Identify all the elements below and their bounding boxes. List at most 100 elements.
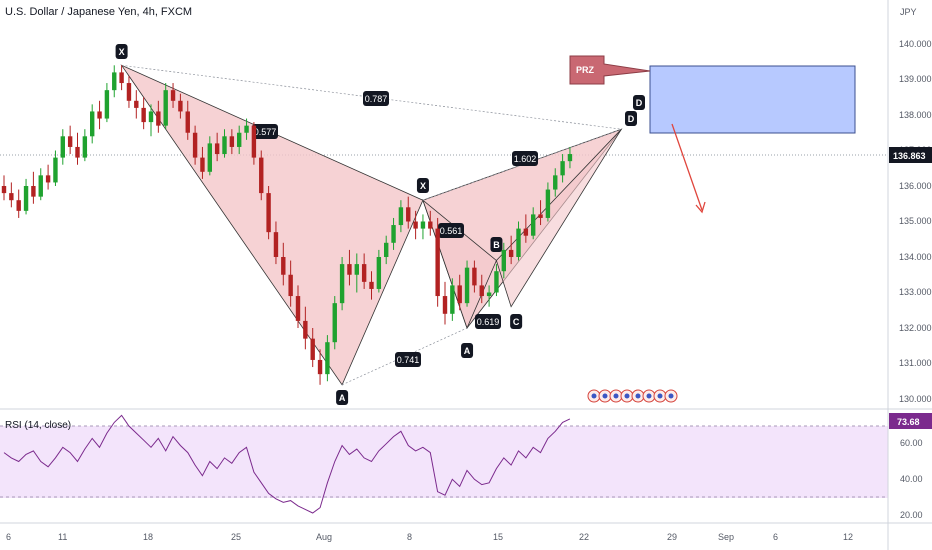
- candle-body: [67, 136, 73, 147]
- ratio-label-bg: [512, 151, 538, 166]
- date-tick: Sep: [718, 532, 734, 542]
- candle-body: [332, 303, 337, 343]
- event-icons[interactable]: [587, 389, 678, 403]
- candle-body: [450, 285, 455, 314]
- candle-body: [457, 285, 462, 304]
- point-a-label-bg: [336, 390, 349, 405]
- ratio-label-bg: [475, 314, 501, 329]
- point-x-label-bg: [115, 44, 128, 59]
- point-x-label: X: [119, 47, 125, 57]
- point-d-label-bg: [625, 111, 637, 126]
- date-tick: 8: [407, 532, 412, 542]
- date-tick: 15: [493, 532, 503, 542]
- candle-body: [126, 83, 132, 101]
- candle-body: [538, 214, 543, 218]
- candle-body: [281, 257, 286, 275]
- candle-body: [104, 90, 110, 119]
- rsi-line: [3, 414, 571, 514]
- candle-body: [310, 338, 315, 360]
- price-tick: 134.000: [899, 252, 932, 262]
- ratio-label-bg: [252, 124, 278, 139]
- candle-body: [148, 111, 154, 123]
- candle-body: [567, 154, 573, 162]
- candle-body: [1, 186, 7, 194]
- point2-b-label-bg: [490, 237, 503, 252]
- candle-body: [369, 281, 374, 289]
- point2-b-label: B: [493, 240, 500, 250]
- point2-d-label: D: [636, 98, 643, 108]
- candle-body: [178, 100, 183, 112]
- rsi-value: 73.68: [897, 417, 920, 427]
- candle-body: [486, 292, 492, 297]
- candle-body: [60, 136, 65, 158]
- point-d-label: D: [628, 114, 635, 124]
- candle-body: [185, 111, 190, 133]
- candle-body: [295, 296, 301, 321]
- price-axis[interactable]: 140.000 139.000 138.000 137.000 136.000 …: [899, 39, 932, 404]
- ratio-label: 0.619: [477, 317, 500, 327]
- candle-body: [119, 72, 124, 84]
- price-tick: 140.000: [899, 39, 932, 49]
- ratio-label: 0.561: [440, 226, 463, 236]
- candle-body: [523, 228, 529, 236]
- point2-d-label-bg: [633, 95, 645, 110]
- candles[interactable]: [1, 65, 573, 385]
- candle-body: [531, 214, 536, 236]
- candle-body: [501, 249, 506, 272]
- candle-body: [38, 175, 43, 197]
- candle-body: [391, 225, 396, 243]
- event-dot-icon: [635, 393, 641, 399]
- point-b-label-bg: [416, 178, 429, 193]
- point2-c-label-bg: [510, 314, 523, 329]
- event-dot-icon: [646, 393, 652, 399]
- date-tick: 11: [58, 532, 67, 542]
- point-b-label: X: [420, 181, 426, 191]
- price-tick: 139.000: [899, 74, 932, 84]
- prz-box[interactable]: [649, 65, 856, 134]
- candle-body: [339, 264, 345, 304]
- currency-label: JPY: [900, 7, 917, 17]
- event-dot-icon: [624, 393, 630, 399]
- prz-callout[interactable]: [569, 55, 651, 85]
- price-tick: 132.000: [899, 323, 932, 333]
- candle-body: [472, 267, 477, 286]
- candle-body: [442, 296, 448, 314]
- event-dot-icon: [657, 393, 663, 399]
- candle-body: [508, 249, 514, 257]
- point2-a-label-bg: [461, 343, 474, 358]
- candle-body: [406, 207, 411, 222]
- candle-body: [288, 274, 293, 297]
- candle-body: [200, 157, 205, 172]
- price-tick: 138.000: [899, 110, 932, 120]
- candle-body: [192, 132, 198, 158]
- date-tick: 6: [6, 532, 11, 542]
- candle-body: [222, 136, 227, 155]
- candle-body: [384, 242, 389, 257]
- price-tick: 133.000: [899, 287, 932, 297]
- candle-body: [428, 221, 433, 229]
- candle-body: [413, 221, 418, 229]
- date-tick: 18: [143, 532, 153, 542]
- candle-body: [259, 157, 264, 194]
- point2-a-label: A: [464, 346, 471, 356]
- candle-body: [354, 264, 359, 275]
- candle-body: [31, 186, 36, 197]
- candle-body: [560, 161, 565, 176]
- candle-body: [237, 132, 242, 147]
- candle-body: [266, 193, 271, 233]
- candle-body: [134, 100, 139, 108]
- rsi-tick: 20.00: [900, 510, 923, 520]
- ratio-label: 0.741: [397, 355, 420, 365]
- event-dot-icon: [591, 393, 597, 399]
- candle-body: [303, 320, 308, 339]
- date-tick: 22: [579, 532, 589, 542]
- candle-body: [376, 257, 382, 289]
- candle-body: [90, 111, 95, 137]
- candle-body: [347, 264, 352, 275]
- event-dot-icon: [602, 393, 608, 399]
- time-axis[interactable]: 6 11 18 25 Aug 8 15 22 29 Sep 6 12: [6, 532, 853, 542]
- ratio-label: 1.602: [514, 154, 537, 164]
- event-dot-icon: [613, 393, 619, 399]
- date-tick: Aug: [316, 532, 332, 542]
